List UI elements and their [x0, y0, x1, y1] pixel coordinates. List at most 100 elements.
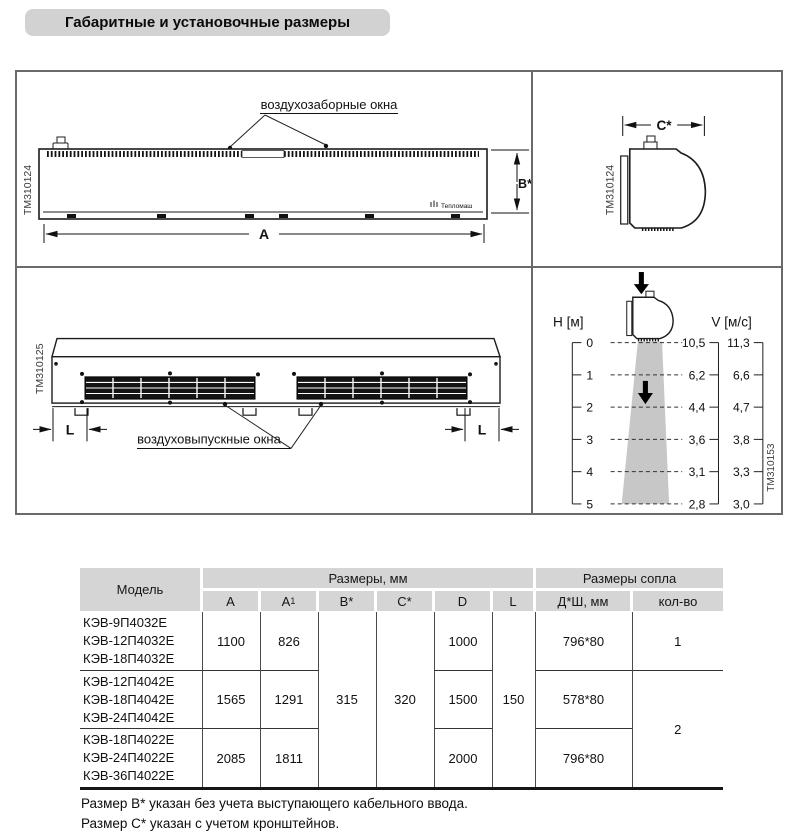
col-header-d: D	[435, 591, 490, 611]
v-secondary-bracket	[753, 342, 764, 505]
teplomash-logo: Тепломаш	[430, 200, 473, 210]
outlet-windows-callout: воздуховыпускные окна	[137, 401, 324, 449]
v-value: 3,6	[689, 433, 706, 447]
table-cell-count: 1	[631, 612, 723, 671]
bottom-view-drawing: L L воздуховыпускные окна TM	[33, 337, 519, 449]
h-tick: 4	[586, 465, 593, 479]
model-name: КЭВ-18П4042Е	[83, 691, 175, 707]
front-view-drawing: воздухозаборные окна	[22, 97, 531, 243]
col-group-dimensions: Размеры, мм	[203, 568, 533, 588]
front-view-unit	[38, 136, 488, 220]
outlet-grille-left	[84, 376, 256, 400]
col-header-model: Модель	[80, 568, 200, 611]
table-cell-a1: 826	[259, 612, 318, 671]
h-tick: 3	[586, 433, 593, 447]
dim-l-right: L	[445, 408, 519, 442]
col-group-nozzle: Размеры сопла	[536, 568, 723, 588]
grille-screws	[80, 371, 472, 405]
drawing-code-bottom: TM310125	[34, 343, 46, 394]
table-body: КЭВ-9П4032Е КЭВ-12П4032Е КЭВ-18П4032Е КЭ…	[80, 612, 723, 790]
airflow-quadrant: H [м] V [м/с] 0 1 2 3 4 5	[533, 268, 781, 513]
dim-a: A	[43, 224, 485, 243]
table-cell-models: КЭВ-18П4022Е КЭВ-24П4022Е КЭВ-36П4022Е	[80, 729, 202, 787]
drawing-code-airflow: TM310153	[766, 443, 777, 492]
model-name: КЭВ-18П4032Е	[83, 651, 175, 666]
bottom-view-quadrant: L L воздуховыпускные окна TM	[17, 268, 533, 513]
outlet-grille-right	[296, 376, 468, 400]
dim-b-label: B*	[518, 177, 531, 191]
v-primary-bracket	[709, 342, 719, 505]
col-header-a: A	[203, 591, 258, 611]
col-header-c: C*	[377, 591, 432, 611]
a1-base: A	[281, 593, 291, 609]
intake-arrow-icon	[633, 272, 649, 295]
h-tick: 5	[586, 497, 593, 511]
drawing-code-front: TM310124	[22, 165, 34, 215]
v-value: 3,1	[689, 465, 706, 479]
v-value: 11,3	[727, 336, 750, 350]
v-secondary-values: 11,3 6,6 4,7 3,8 3,3 3,0	[727, 336, 750, 511]
footnote-b: Размер B* указан без учета выступающего …	[81, 796, 468, 811]
v-primary-values: 10,5 6,2 4,4 3,6 3,1 2,8	[682, 336, 706, 511]
v-value: 2,8	[689, 497, 706, 511]
outlet-windows-label: воздуховыпускные окна	[137, 431, 281, 446]
model-name: КЭВ-12П4042Е	[83, 673, 175, 689]
brand-label: Тепломаш	[441, 203, 473, 210]
airflow-cone	[621, 341, 670, 504]
side-view-quadrant: C* TM310124	[533, 72, 781, 268]
model-name: КЭВ-12П4032Е	[83, 633, 175, 648]
footnote-c: Размер C* указан с учетом кронштейнов.	[81, 816, 340, 831]
table-cell-c-shared: 320	[375, 612, 434, 787]
table-cell-models: КЭВ-12П4042Е КЭВ-18П4042Е КЭВ-24П4042Е	[80, 671, 202, 729]
table-cell-a1: 1291	[259, 671, 318, 729]
airflow-diagram: H [м] V [м/с] 0 1 2 3 4 5	[553, 272, 777, 511]
v-value: 10,5	[682, 336, 706, 350]
h-scale-bracket	[571, 342, 582, 505]
drawing-code-side: TM310124	[605, 165, 617, 215]
dim-l-left-label: L	[66, 421, 75, 437]
model-name: КЭВ-24П4022Е	[83, 750, 175, 765]
intake-windows-label: воздухозаборные окна	[261, 97, 399, 112]
h-tick: 0	[586, 336, 593, 350]
table-cell-a: 2085	[201, 729, 260, 787]
table-cell-d: 2000	[433, 729, 492, 787]
teplomash-flame-icon	[430, 200, 438, 207]
col-header-nozzle-size: Д*Ш, мм	[536, 591, 630, 611]
flow-arrow-icon	[637, 380, 653, 405]
col-header-count: кол-во	[633, 591, 723, 611]
table-cell-d: 1000	[433, 612, 492, 671]
table-cell-l-shared: 150	[491, 612, 535, 787]
v-value: 4,7	[733, 401, 750, 415]
model-name: КЭВ-36П4022Е	[83, 768, 175, 783]
mounting-feet	[67, 214, 460, 218]
page-title: Габаритные и установочные размеры	[25, 9, 390, 36]
intake-windows-callout: воздухозаборные окна	[227, 97, 399, 151]
dim-l-right-label: L	[478, 421, 487, 437]
v-value: 6,2	[689, 368, 706, 382]
dim-c-label: C*	[656, 118, 672, 133]
v-value: 4,4	[689, 401, 706, 415]
dim-c: C*	[622, 116, 705, 136]
v-value: 6,6	[733, 368, 750, 382]
table-cell-nozzle: 796*80	[534, 612, 632, 671]
mounting-hooks	[74, 408, 471, 416]
v-value: 3,8	[733, 433, 750, 447]
table-cell-nozzle: 578*80	[534, 671, 632, 729]
v-value: 3,0	[733, 497, 750, 511]
level-dashes	[610, 342, 683, 505]
table-cell-count: 2	[631, 671, 724, 787]
dim-a-label: A	[259, 226, 269, 242]
col-header-l: L	[493, 591, 533, 611]
dimension-drawings-panel: воздухозаборные окна	[15, 70, 783, 515]
front-view-quadrant: воздухозаборные окна	[17, 72, 533, 268]
footnotes: Размер B* указан без учета выступающего …	[81, 794, 468, 834]
h-axis-label: H [м]	[553, 314, 584, 329]
dim-b: B*	[491, 149, 531, 214]
h-tick: 2	[586, 401, 593, 415]
airflow-unit	[626, 290, 674, 342]
model-name: КЭВ-9П4032Е	[83, 615, 168, 630]
